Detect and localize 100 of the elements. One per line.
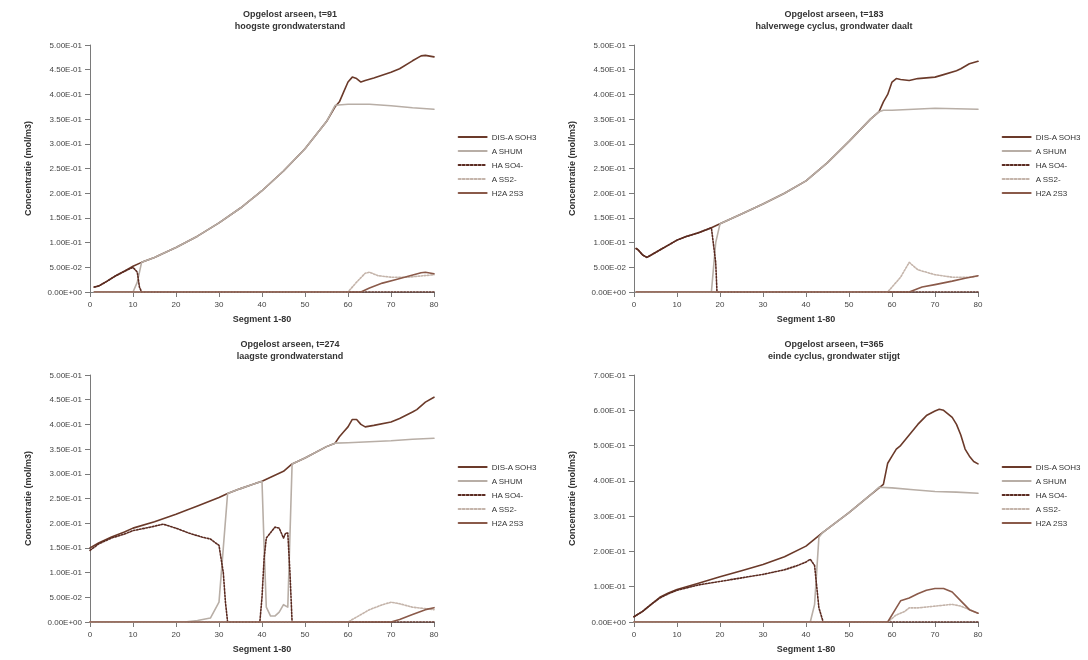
y-tick-label: 0.00E+00 [47, 617, 83, 627]
x-tick-label: 60 [887, 299, 897, 309]
y-tick-label: 2.50E-01 [49, 164, 83, 173]
y-tick-label: 2.50E-01 [49, 494, 83, 503]
x-tick-label: 70 [930, 299, 940, 309]
x-tick-label: 30 [758, 299, 768, 309]
y-tick-label: 3.50E-01 [49, 114, 83, 124]
chart-subtitle: hoogste grondwaterstand [234, 20, 346, 31]
x-tick-label: 80 [429, 299, 439, 309]
x-tick-label: 10 [128, 299, 138, 309]
y-tick-label: 4.00E-01 [593, 476, 627, 486]
y-tick-label: 5.00E-01 [593, 40, 627, 50]
legend-label: A SS2- [491, 174, 517, 184]
y-tick-label: 5.00E-01 [593, 441, 627, 451]
legend-label: H2A 2S3 [1035, 188, 1068, 198]
x-tick-label: 30 [758, 629, 768, 639]
x-tick-label: 50 [844, 299, 854, 309]
y-tick-label: 3.00E-01 [49, 469, 83, 479]
x-tick-label: 40 [257, 299, 267, 309]
x-tick-label: 20 [171, 629, 181, 639]
y-tick-label: 2.00E-01 [593, 188, 627, 198]
y-tick-label: 3.00E-01 [49, 139, 83, 149]
x-tick-label: 70 [386, 629, 396, 639]
x-tick-label: 80 [429, 629, 439, 639]
y-tick-label: 1.00E-01 [49, 568, 83, 578]
y-tick-label: 1.00E-01 [593, 582, 627, 592]
y-tick-label: 4.50E-01 [593, 65, 627, 75]
x-tick-label: 40 [257, 629, 267, 639]
legend-label: A SS2- [1035, 504, 1061, 514]
y-axis-title: Concentratie (mol/m3) [566, 450, 577, 547]
y-tick-label: 1.00E-01 [593, 238, 627, 248]
x-tick-label: 10 [128, 629, 138, 639]
y-tick-label: 2.00E-01 [49, 188, 83, 198]
x-tick-label: 50 [300, 299, 310, 309]
x-tick-label: 0 [631, 629, 637, 639]
legend-label: A SS2- [1035, 174, 1061, 184]
y-axis-title: Concentratie (mol/m3) [22, 120, 33, 217]
y-tick-label: 3.00E-01 [593, 139, 627, 149]
y-tick-label: 4.00E-01 [593, 89, 627, 99]
chart-title: Opgelost arseen, t=365 [784, 338, 884, 349]
legend-label: HA SO4- [1035, 490, 1068, 500]
legend-label: H2A 2S3 [491, 518, 524, 528]
chart-title: Opgelost arseen, t=183 [784, 8, 884, 19]
x-axis-title: Segment 1-80 [232, 313, 292, 324]
chart-subtitle: laagste grondwaterstand [236, 350, 344, 361]
chart-title: Opgelost arseen, t=274 [240, 338, 340, 349]
x-tick-label: 10 [672, 299, 682, 309]
y-tick-label: 5.00E-01 [49, 370, 83, 380]
y-tick-label: 0.00E+00 [591, 617, 627, 627]
x-tick-label: 20 [171, 299, 181, 309]
x-tick-label: 60 [343, 299, 353, 309]
x-tick-label: 20 [715, 629, 725, 639]
y-tick-label: 3.00E-01 [593, 511, 627, 521]
x-axis-title: Segment 1-80 [232, 643, 292, 654]
x-axis-title: Segment 1-80 [776, 643, 836, 654]
y-tick-label: 0.00E+00 [47, 287, 83, 297]
legend-label: HA SO4- [491, 160, 524, 170]
y-tick-label: 4.50E-01 [49, 65, 83, 75]
x-tick-label: 50 [844, 629, 854, 639]
legend-label: H2A 2S3 [491, 188, 524, 198]
y-tick-label: 4.50E-01 [49, 395, 83, 405]
y-tick-label: 5.00E-02 [593, 262, 627, 272]
x-tick-label: 10 [672, 629, 682, 639]
y-tick-label: 7.00E-01 [593, 370, 627, 380]
legend-label: DIS-A SOH3 [491, 132, 538, 142]
legend-label: A SS2- [491, 504, 517, 514]
legend-label: DIS-A SOH3 [1035, 462, 1082, 472]
y-tick-label: 1.50E-01 [593, 213, 627, 223]
legend-label: A SHUM [491, 146, 523, 156]
x-tick-label: 60 [887, 629, 897, 639]
x-tick-label: 40 [801, 299, 811, 309]
y-tick-label: 2.50E-01 [593, 164, 627, 173]
y-tick-label: 0.00E+00 [591, 287, 627, 297]
x-tick-label: 0 [87, 629, 93, 639]
x-tick-label: 0 [87, 299, 93, 309]
y-tick-label: 2.00E-01 [593, 546, 627, 556]
legend-label: DIS-A SOH3 [1035, 132, 1082, 142]
y-axis-title: Concentratie (mol/m3) [22, 450, 33, 547]
legend-label: HA SO4- [491, 490, 524, 500]
x-tick-label: 50 [300, 629, 310, 639]
y-tick-label: 5.00E-02 [49, 592, 83, 602]
legend-label: DIS-A SOH3 [491, 462, 538, 472]
x-tick-label: 70 [386, 299, 396, 309]
y-tick-label: 4.00E-01 [49, 89, 83, 99]
chart-title: Opgelost arseen, t=91 [243, 8, 337, 19]
y-tick-label: 1.50E-01 [49, 543, 83, 553]
x-tick-label: 70 [930, 629, 940, 639]
y-tick-label: 3.50E-01 [593, 114, 627, 124]
x-tick-label: 80 [973, 629, 983, 639]
y-tick-label: 6.00E-01 [593, 405, 627, 415]
y-tick-label: 1.50E-01 [49, 213, 83, 223]
x-tick-label: 0 [631, 299, 637, 309]
x-tick-label: 30 [214, 629, 224, 639]
legend-label: A SHUM [1035, 146, 1067, 156]
chart-subtitle: halverwege cyclus, grondwater daalt [755, 20, 913, 31]
y-tick-label: 1.00E-01 [49, 238, 83, 248]
x-tick-label: 60 [343, 629, 353, 639]
x-tick-label: 20 [715, 299, 725, 309]
legend-label: HA SO4- [1035, 160, 1068, 170]
y-tick-label: 5.00E-01 [49, 40, 83, 50]
